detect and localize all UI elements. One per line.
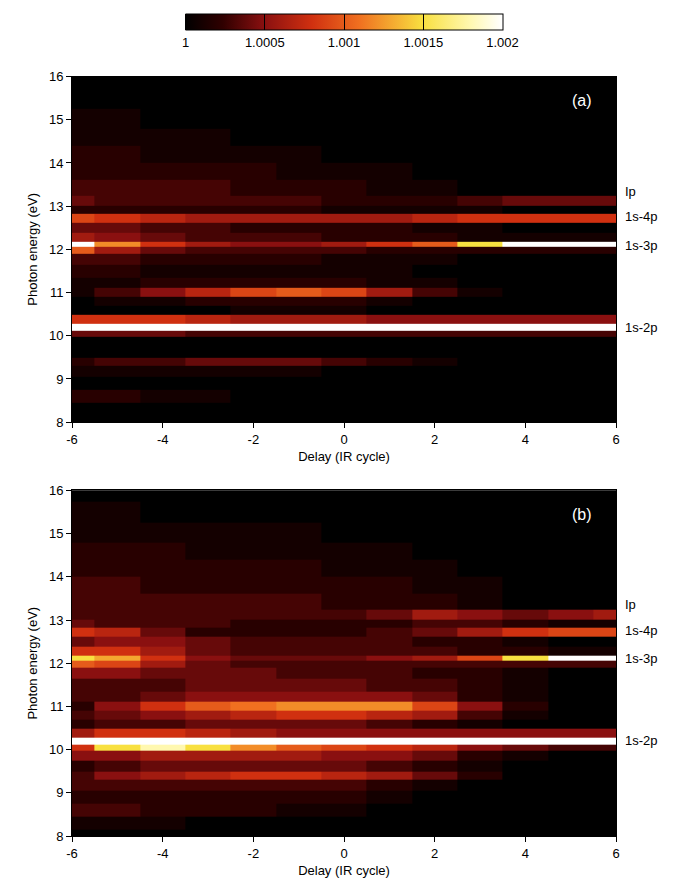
svg-text:Delay (IR cycle): Delay (IR cycle) (298, 863, 390, 878)
svg-text:15: 15 (49, 526, 63, 541)
svg-text:9: 9 (56, 371, 63, 386)
svg-text:6: 6 (612, 432, 619, 447)
svg-text:1s-3p: 1s-3p (625, 651, 658, 666)
svg-text:1.0015: 1.0015 (403, 35, 443, 50)
svg-text:8: 8 (56, 415, 63, 430)
svg-text:16: 16 (49, 483, 63, 498)
svg-text:2: 2 (431, 846, 438, 861)
svg-text:-6: -6 (66, 846, 78, 861)
svg-text:0: 0 (340, 432, 347, 447)
svg-text:0: 0 (340, 846, 347, 861)
svg-text:-2: -2 (248, 432, 260, 447)
svg-text:11: 11 (50, 285, 64, 300)
svg-text:11: 11 (50, 699, 64, 714)
svg-text:1s-2p: 1s-2p (625, 733, 658, 748)
svg-text:1s-4p: 1s-4p (625, 209, 658, 224)
svg-text:14: 14 (49, 156, 63, 171)
svg-text:16: 16 (49, 69, 63, 84)
svg-text:1.002: 1.002 (486, 35, 519, 50)
svg-text:10: 10 (49, 742, 63, 757)
svg-text:4: 4 (522, 432, 529, 447)
svg-text:-4: -4 (157, 432, 169, 447)
svg-text:Ip: Ip (625, 184, 636, 199)
svg-text:2: 2 (431, 432, 438, 447)
svg-text:4: 4 (522, 846, 529, 861)
svg-text:12: 12 (49, 242, 63, 257)
svg-text:Photon energy (eV): Photon energy (eV) (25, 607, 40, 720)
svg-text:6: 6 (612, 846, 619, 861)
svg-text:Delay (IR cycle): Delay (IR cycle) (298, 449, 390, 464)
svg-text:1.001: 1.001 (328, 35, 361, 50)
svg-text:14: 14 (49, 569, 63, 584)
svg-text:Photon energy (eV): Photon energy (eV) (25, 193, 40, 306)
svg-text:1s-4p: 1s-4p (625, 623, 658, 638)
svg-text:1.0005: 1.0005 (245, 35, 285, 50)
svg-text:-6: -6 (66, 432, 78, 447)
svg-text:1s-2p: 1s-2p (625, 320, 658, 335)
svg-text:8: 8 (56, 829, 63, 844)
svg-text:9: 9 (56, 785, 63, 800)
svg-text:12: 12 (49, 656, 63, 671)
svg-text:Ip: Ip (625, 597, 636, 612)
svg-text:13: 13 (49, 613, 63, 628)
svg-text:10: 10 (49, 328, 63, 343)
svg-text:1: 1 (182, 35, 189, 50)
svg-text:(b): (b) (572, 506, 592, 523)
svg-text:-4: -4 (157, 846, 169, 861)
svg-text:(a): (a) (572, 92, 592, 109)
svg-text:15: 15 (49, 112, 63, 127)
svg-text:1s-3p: 1s-3p (625, 238, 658, 253)
svg-text:-2: -2 (248, 846, 260, 861)
svg-text:13: 13 (49, 199, 63, 214)
